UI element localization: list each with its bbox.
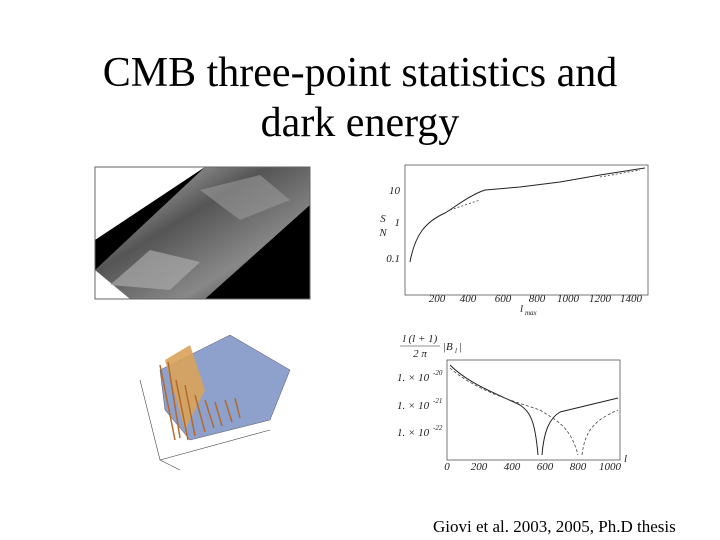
x-tick-label: 1000 bbox=[599, 461, 622, 473]
title-line: dark energy bbox=[261, 100, 460, 146]
x-tick-label: 1000 bbox=[557, 293, 580, 305]
y-label: N bbox=[378, 227, 387, 239]
curve bbox=[409, 167, 646, 263]
curve bbox=[449, 367, 619, 456]
plot-frame bbox=[446, 359, 621, 461]
bispectrum-plot: l (l + 1) 2 π |B l | 1. × 10 -20 1. × 10… bbox=[397, 333, 627, 473]
curve bbox=[449, 169, 641, 211]
x-tick-label: 800 bbox=[570, 461, 587, 473]
surface-plot bbox=[139, 334, 291, 471]
y-label: 2 π bbox=[413, 348, 427, 360]
x-label: l bbox=[520, 303, 523, 315]
sn-plot: S N 10 1 0.1 200 400 600 800 1000 1200 1… bbox=[378, 164, 649, 317]
x-tick-label: 800 bbox=[529, 293, 546, 305]
y-label: | bbox=[459, 341, 462, 353]
x-label: l bbox=[624, 453, 627, 465]
y-tick-label: 1 bbox=[395, 217, 401, 229]
x-tick-label: 600 bbox=[495, 293, 512, 305]
y-label: S bbox=[380, 213, 386, 225]
y-tick-label: 1. × 10 bbox=[397, 427, 430, 439]
y-tick-label: 10 bbox=[389, 185, 401, 197]
x-tick-label: 600 bbox=[537, 461, 554, 473]
caption: Giovi et al. 2003, 2005, Ph.D thesis bbox=[433, 517, 676, 536]
title-line: CMB three-point statistics and bbox=[103, 50, 617, 96]
y-tick-exponent: -21 bbox=[433, 397, 442, 405]
x-tick-label: 200 bbox=[471, 461, 488, 473]
y-tick-label: 1. × 10 bbox=[397, 372, 430, 384]
x-tick-label: 400 bbox=[504, 461, 521, 473]
x-tick-label: 1200 bbox=[589, 293, 612, 305]
curve bbox=[449, 364, 619, 456]
y-tick-exponent: -20 bbox=[433, 369, 443, 377]
x-tick-label: 400 bbox=[460, 293, 477, 305]
y-label: |B bbox=[443, 341, 453, 353]
y-label: l (l + 1) bbox=[403, 333, 438, 345]
y-tick-label: 0.1 bbox=[386, 253, 400, 265]
plot-frame bbox=[404, 164, 649, 296]
x-tick-label: 200 bbox=[429, 293, 446, 305]
y-tick-exponent: -22 bbox=[433, 424, 443, 432]
contour-map bbox=[94, 166, 311, 300]
x-label-sub: max bbox=[525, 309, 538, 317]
y-label-sub: l bbox=[455, 347, 457, 355]
x-tick-label: 0 bbox=[444, 461, 450, 473]
y-tick-label: 1. × 10 bbox=[397, 400, 430, 412]
x-tick-label: 1400 bbox=[620, 293, 643, 305]
